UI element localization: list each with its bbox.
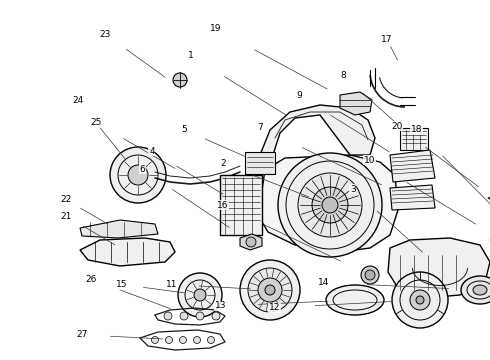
Polygon shape (258, 105, 375, 160)
Circle shape (180, 312, 188, 320)
Text: 6: 6 (139, 165, 145, 174)
Text: 7: 7 (257, 123, 263, 132)
Text: 25: 25 (90, 118, 101, 127)
Bar (220, 175, 262, 235)
Text: 11: 11 (166, 280, 177, 289)
Circle shape (416, 296, 424, 304)
Polygon shape (390, 185, 435, 210)
Text: 20: 20 (391, 122, 403, 131)
Circle shape (265, 285, 275, 295)
Text: 1: 1 (188, 51, 194, 60)
Polygon shape (488, 194, 490, 206)
Polygon shape (240, 234, 262, 250)
Text: 19: 19 (210, 24, 221, 33)
Circle shape (179, 337, 187, 343)
Circle shape (240, 260, 300, 320)
Text: 27: 27 (76, 330, 88, 339)
Circle shape (312, 187, 348, 223)
Ellipse shape (473, 285, 487, 295)
Text: 15: 15 (116, 280, 127, 289)
Text: 26: 26 (85, 274, 97, 284)
Circle shape (212, 312, 220, 320)
Polygon shape (80, 238, 175, 266)
Text: 22: 22 (61, 195, 72, 204)
Text: 3: 3 (350, 185, 356, 194)
Text: 18: 18 (411, 125, 422, 134)
Circle shape (410, 290, 430, 310)
Text: 17: 17 (381, 35, 393, 44)
Text: 9: 9 (296, 91, 302, 100)
Text: 14: 14 (318, 278, 329, 287)
Text: 8: 8 (340, 71, 346, 80)
Text: 10: 10 (364, 156, 376, 165)
Text: 12: 12 (269, 303, 280, 312)
Circle shape (248, 268, 292, 312)
Text: 16: 16 (217, 201, 229, 210)
Circle shape (194, 289, 206, 301)
Text: 13: 13 (215, 302, 226, 310)
Circle shape (110, 147, 166, 203)
Circle shape (194, 337, 200, 343)
Circle shape (298, 173, 362, 237)
Circle shape (258, 278, 282, 302)
Circle shape (246, 237, 256, 247)
Polygon shape (80, 220, 158, 238)
Circle shape (207, 337, 215, 343)
Circle shape (278, 153, 382, 257)
Polygon shape (390, 150, 435, 182)
Polygon shape (388, 238, 490, 298)
Circle shape (392, 272, 448, 328)
Text: 21: 21 (60, 212, 72, 220)
Ellipse shape (326, 285, 384, 315)
Circle shape (128, 165, 148, 185)
Text: 5: 5 (181, 125, 187, 134)
Text: 23: 23 (99, 30, 111, 39)
Circle shape (178, 273, 222, 317)
Circle shape (164, 312, 172, 320)
Circle shape (151, 337, 158, 343)
Text: 4: 4 (149, 147, 155, 156)
Circle shape (365, 270, 375, 280)
Polygon shape (258, 155, 398, 252)
Circle shape (361, 266, 379, 284)
Polygon shape (340, 92, 372, 115)
Text: 2: 2 (220, 159, 226, 168)
Circle shape (322, 197, 338, 213)
Ellipse shape (461, 276, 490, 304)
Circle shape (173, 73, 187, 87)
Text: 24: 24 (73, 96, 84, 105)
Bar (245, 152, 275, 174)
Circle shape (196, 312, 204, 320)
Bar (400, 128, 428, 150)
Circle shape (166, 337, 172, 343)
